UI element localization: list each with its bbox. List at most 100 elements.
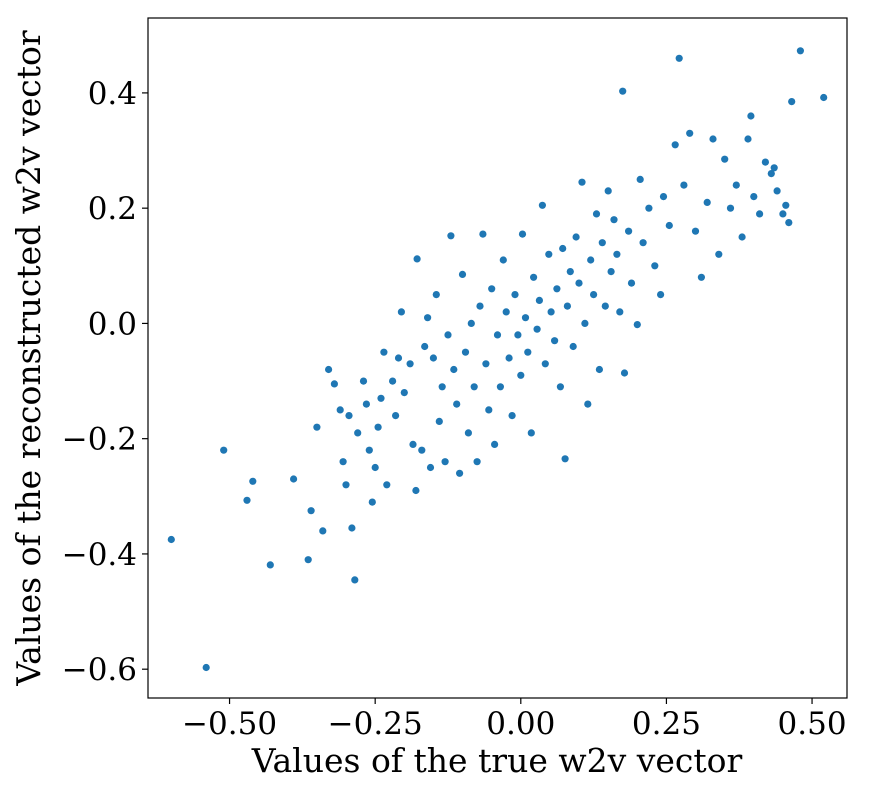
data-point (581, 319, 589, 327)
data-point (651, 262, 659, 270)
data-point (167, 535, 175, 544)
data-point (590, 291, 598, 299)
data-point (438, 383, 446, 391)
data-point (592, 210, 601, 218)
data-point (610, 216, 618, 224)
data-point (633, 321, 641, 329)
data-point (307, 507, 315, 515)
data-point (389, 377, 397, 385)
data-point (418, 446, 426, 454)
data-point (744, 135, 752, 143)
data-point (587, 256, 595, 264)
data-point (464, 429, 472, 437)
data-point (485, 406, 493, 414)
y-tick-label: 0.4 (88, 76, 137, 112)
data-point (779, 210, 787, 218)
data-point (476, 302, 484, 310)
data-point (400, 389, 408, 397)
data-point (482, 360, 490, 368)
data-point (362, 400, 370, 408)
data-point (444, 331, 452, 339)
data-point (397, 308, 405, 316)
data-point (409, 440, 417, 448)
data-point (601, 302, 609, 310)
data-point (659, 193, 668, 201)
data-point (380, 348, 388, 356)
x-tick-label: −0.50 (182, 706, 277, 742)
data-point (598, 239, 606, 247)
data-point (496, 383, 504, 391)
y-tick-label: −0.2 (62, 422, 137, 458)
x-tick-label: −0.25 (328, 706, 423, 742)
data-point (220, 446, 228, 454)
data-point (639, 239, 647, 247)
data-point (511, 291, 519, 299)
y-tick-label: −0.4 (62, 537, 137, 573)
data-point (524, 348, 532, 356)
data-point (572, 233, 580, 241)
data-point (767, 170, 775, 178)
data-point (348, 524, 356, 532)
data-point (680, 181, 688, 189)
data-point (561, 455, 569, 463)
data-point (392, 412, 400, 420)
data-point (703, 198, 711, 206)
data-point (619, 87, 627, 95)
data-point (566, 268, 574, 276)
data-point (319, 527, 327, 535)
y-tick-label: −0.6 (62, 652, 137, 688)
data-point (374, 423, 382, 431)
data-point (613, 250, 621, 258)
data-point (545, 250, 553, 258)
data-point (709, 135, 717, 143)
data-point (518, 230, 527, 238)
data-point (249, 477, 257, 485)
data-point (747, 112, 755, 120)
data-point (770, 164, 778, 172)
data-point (514, 331, 522, 339)
data-point (569, 342, 577, 351)
data-point (533, 325, 541, 333)
data-point (530, 273, 538, 281)
data-point (665, 221, 673, 230)
data-point (339, 458, 347, 466)
data-point (491, 440, 499, 448)
x-axis-label: Values of the true w2v vector (251, 741, 743, 780)
x-tick-label: 0.50 (778, 706, 847, 742)
data-point (456, 469, 464, 477)
data-point (732, 181, 740, 189)
data-point (675, 54, 683, 62)
data-point (383, 481, 391, 489)
data-point (551, 337, 559, 345)
data-point (538, 201, 547, 209)
data-point (266, 561, 274, 569)
y-tick-label: 0.2 (88, 191, 137, 227)
data-point (761, 158, 770, 166)
data-point (645, 204, 653, 212)
data-point (421, 342, 429, 351)
data-point (313, 423, 321, 431)
y-axis-label: Values of the reconstructed w2v vector (9, 30, 48, 687)
data-point (541, 360, 549, 368)
data-point (351, 576, 359, 584)
data-point (202, 663, 210, 672)
data-point (359, 377, 368, 385)
data-point (342, 481, 350, 489)
data-point (371, 463, 379, 472)
data-point (788, 98, 796, 106)
data-point (521, 314, 530, 322)
data-point (691, 227, 700, 235)
x-tick-label: 0.00 (486, 706, 555, 742)
data-point (450, 365, 458, 374)
data-point (625, 227, 633, 235)
data-point (447, 232, 455, 240)
data-point (473, 458, 481, 466)
data-point (575, 279, 583, 287)
data-point (620, 369, 629, 377)
data-point (406, 360, 414, 368)
data-point (290, 475, 298, 483)
data-point (796, 47, 805, 55)
